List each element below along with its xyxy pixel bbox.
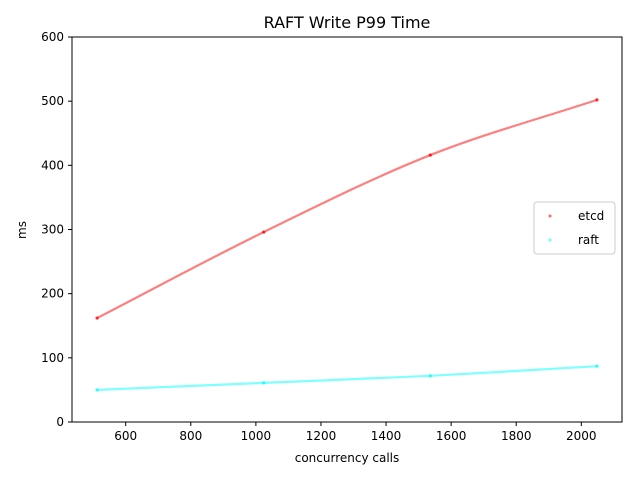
x-axis-label: concurrency calls [295,451,400,465]
x-axis-ticks: 600 800 1000 1200 1400 1600 1800 2000 [114,422,597,443]
x-tick-label: 1400 [371,429,402,443]
legend-marker-raft [548,238,552,242]
data-point-raft [595,364,599,368]
x-tick-label: 1200 [306,429,337,443]
x-tick-label: 1000 [241,429,272,443]
legend-marker-etcd [548,214,552,218]
x-tick-label: 600 [114,429,137,443]
y-tick-label: 300 [41,223,64,237]
x-tick-label: 1600 [436,429,467,443]
legend-box [533,201,616,255]
x-tick-label: 1800 [501,429,532,443]
y-tick-label: 0 [56,415,64,429]
legend: etcd raft [533,201,616,255]
series-lines [96,98,598,392]
y-tick-label: 500 [41,94,64,108]
data-point-raft [262,381,266,385]
data-point-etcd [95,316,99,320]
y-tick-label: 100 [41,351,64,365]
y-axis-ticks: 0 100 200 300 400 500 600 [41,30,72,429]
y-tick-label: 200 [41,287,64,301]
y-tick-label: 600 [41,30,64,44]
data-point-etcd [262,230,266,234]
legend-label-etcd: etcd [578,209,604,223]
data-point-etcd [595,98,599,102]
x-tick-label: 800 [179,429,202,443]
x-tick-label: 2000 [566,429,597,443]
data-point-raft [95,388,99,392]
legend-label-raft: raft [578,233,599,247]
chart-title: RAFT Write P99 Time [264,13,431,32]
series-line-etcd [96,98,598,320]
y-axis-label: ms [15,221,29,239]
y-tick-label: 400 [41,158,64,172]
series-points [95,98,599,392]
data-point-etcd [428,153,432,157]
data-point-raft [428,374,432,378]
series-line-raft [97,365,598,392]
